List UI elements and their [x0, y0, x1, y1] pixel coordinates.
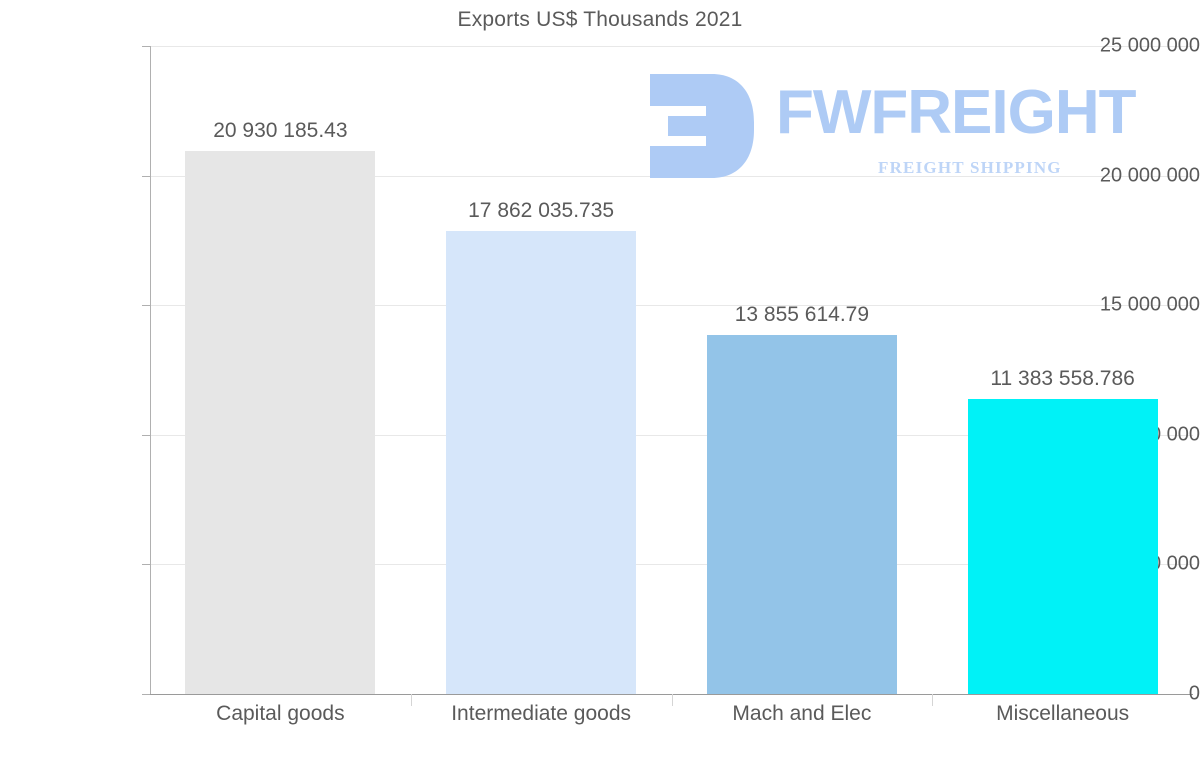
bar-value-label: 11 383 558.786: [990, 366, 1135, 390]
y-tick-mark: [142, 694, 150, 695]
gridline: [150, 46, 1193, 47]
x-tick-label: Miscellaneous: [996, 702, 1130, 725]
x-tick-label: Intermediate goods: [451, 702, 632, 725]
gridline: [150, 434, 1193, 436]
y-tick-mark: [142, 564, 150, 566]
x-tick-label: Capital goods: [216, 702, 345, 725]
y-tick-mark: [142, 434, 150, 436]
bar[interactable]: [185, 151, 376, 694]
gridline: [150, 305, 1193, 307]
x-axis-separator: [932, 694, 934, 706]
gridline: [150, 564, 1193, 566]
x-tick-label: Mach and Elec: [732, 702, 872, 725]
x-axis-separator: [671, 694, 673, 706]
y-tick-mark: [142, 46, 150, 47]
bar-value-label: 20 930 185.43: [213, 119, 348, 143]
bar-value-label: 17 862 035.735: [468, 199, 615, 223]
bar[interactable]: [967, 398, 1158, 694]
y-axis-line: [150, 46, 151, 695]
bar[interactable]: [446, 231, 637, 694]
bar-value-label: 13 855 614.79: [734, 302, 870, 326]
y-tick-label: 15 000 000: [1099, 293, 1200, 316]
y-tick-label: 25 000 000: [1099, 34, 1200, 57]
chart-title: Exports US$ Thousands 2021: [457, 8, 743, 31]
y-tick-mark: [142, 175, 150, 177]
y-tick-label: 0: [1188, 682, 1200, 705]
x-axis-separator: [410, 694, 412, 706]
bar[interactable]: [706, 334, 897, 694]
y-tick-label: 20 000 000: [1099, 164, 1200, 187]
y-tick-mark: [142, 305, 150, 307]
